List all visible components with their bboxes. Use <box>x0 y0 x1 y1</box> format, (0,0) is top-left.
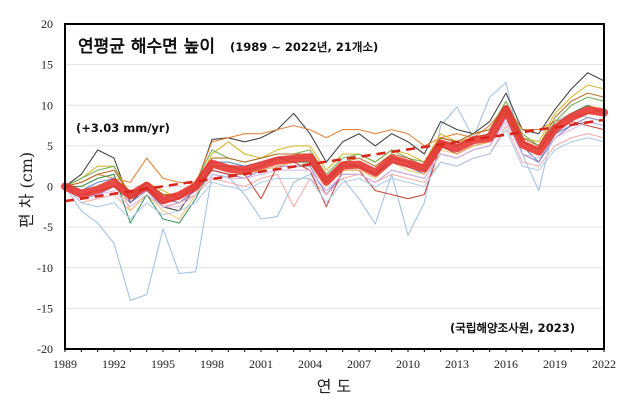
x-tick-label: 1989 <box>53 357 77 371</box>
x-tick-label: 2022 <box>592 357 616 371</box>
y-axis-title: 편 차 (cm) <box>17 152 36 228</box>
y-tick-label: 15 <box>41 58 53 72</box>
x-tick-label: 2010 <box>396 357 420 371</box>
x-tick-label: 2016 <box>494 357 518 371</box>
y-tick-label: -5 <box>43 220 53 234</box>
mean-line <box>61 105 608 205</box>
x-axis-ticks: 1989 1992 1995 1998 2001 2004 2007 2010 2013 2016… <box>53 349 616 371</box>
mean-series <box>61 105 608 205</box>
y-tick-label: 10 <box>41 98 53 112</box>
x-tick-label: 2019 <box>543 357 567 371</box>
series-line-station-14 <box>64 120 605 208</box>
x-tick-label: 1992 <box>102 357 126 371</box>
chart-title: 연평균 해수면 높이 <box>78 37 215 57</box>
y-tick-label: 5 <box>47 139 53 153</box>
y-axis-ticks: -20 -15 -10 -5 0 5 10 15 20 <box>37 17 53 356</box>
y-tick-label: 20 <box>41 17 53 31</box>
source-annotation: (국립해양조사원, 2023) <box>450 321 575 335</box>
trend-annotation: (+3.03 mm/yr) <box>76 121 170 135</box>
x-axis-title: 연 도 <box>317 377 352 396</box>
series-line-station-12 <box>64 129 605 220</box>
y-tick-label: 0 <box>47 180 53 194</box>
x-tick-label: 2013 <box>445 357 469 371</box>
x-tick-label: 1998 <box>200 357 224 371</box>
x-tick-label: 1995 <box>151 357 175 371</box>
x-tick-label: 2007 <box>347 357 371 371</box>
trend-line-group <box>64 118 605 203</box>
chart-subtitle: (1989 ~ 2022년, 21개소) <box>230 40 378 54</box>
plot-frame <box>64 23 605 350</box>
trend-line <box>64 118 605 203</box>
y-tick-label: -20 <box>37 342 53 356</box>
y-tick-label: -15 <box>37 301 53 315</box>
x-tick-label: 2004 <box>298 357 322 371</box>
y-tick-label: -10 <box>37 261 53 275</box>
x-tick-label: 2001 <box>249 357 273 371</box>
